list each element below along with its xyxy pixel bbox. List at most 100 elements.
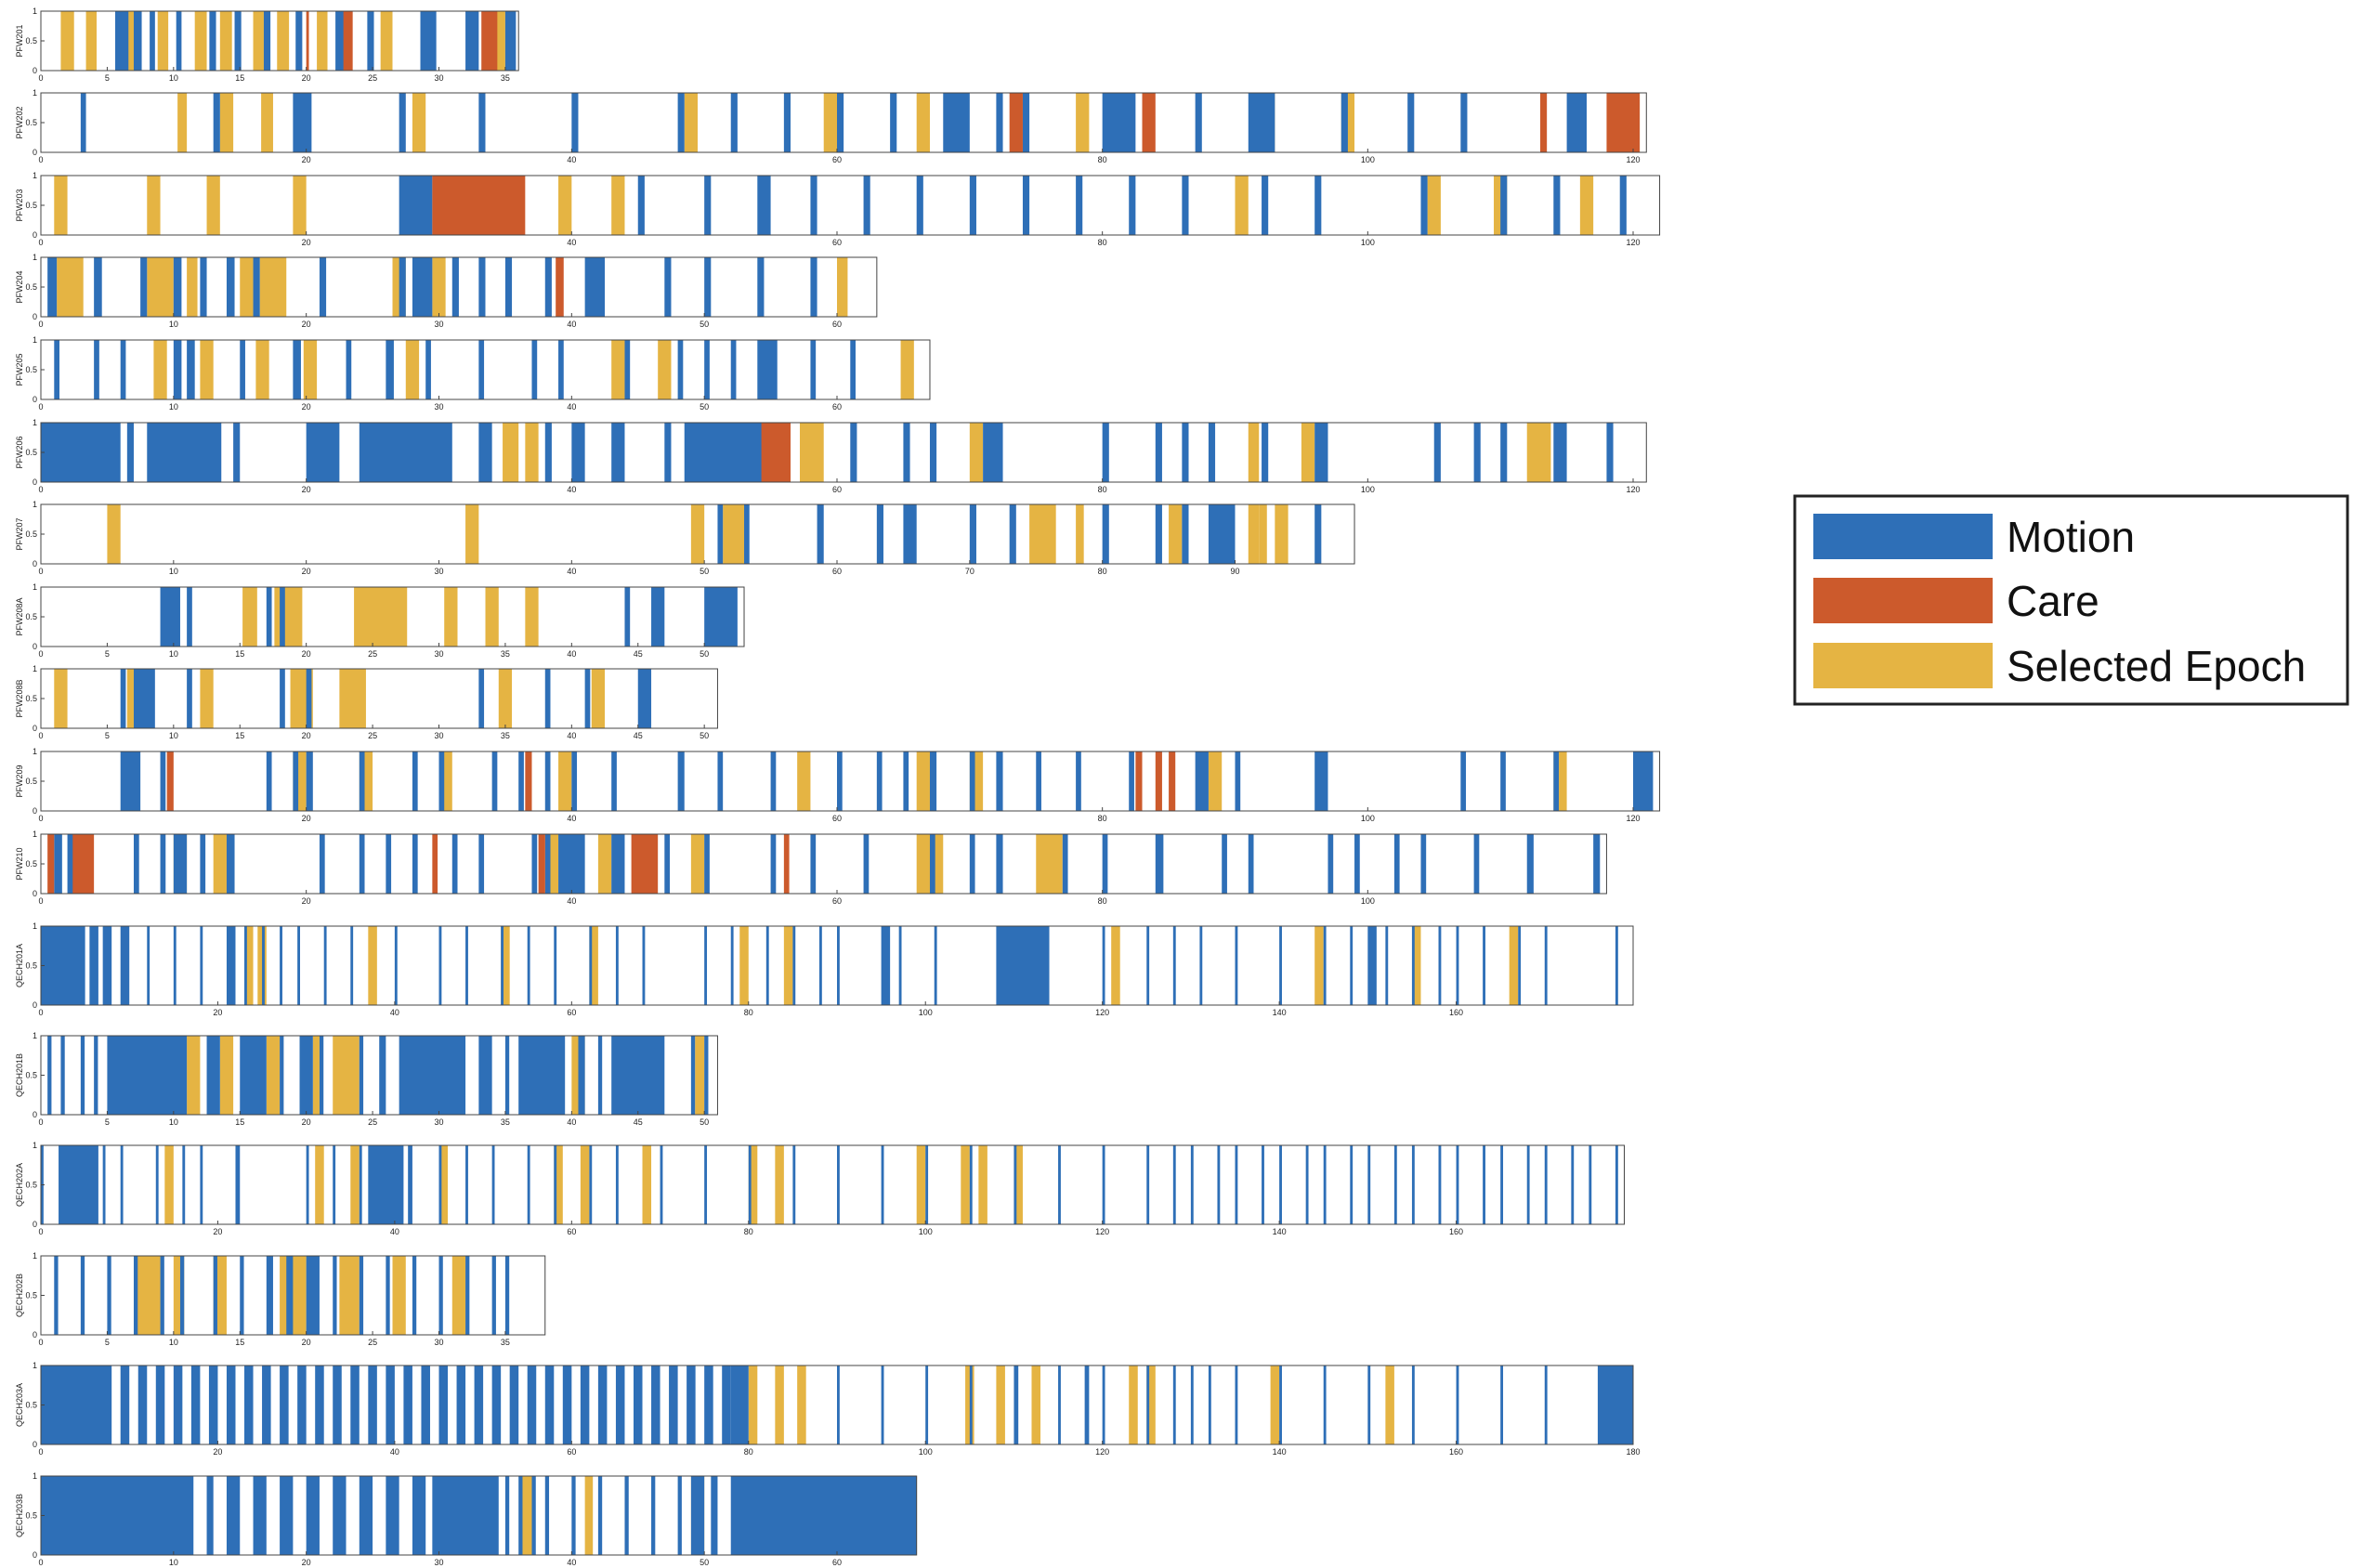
motion-bar (651, 1476, 656, 1555)
motion-bar (783, 93, 791, 152)
motion-bar (1553, 176, 1561, 235)
motion-bar (615, 1145, 619, 1224)
motion-bar (263, 11, 271, 71)
motion-bar (306, 1256, 320, 1335)
x-tick-label: 140 (1273, 1227, 1287, 1236)
x-tick-label: 40 (567, 814, 576, 823)
selected-bar (1169, 504, 1183, 564)
care-bar (538, 834, 545, 894)
motion-bar (160, 1256, 164, 1335)
motion-bar (155, 1365, 165, 1444)
x-tick-label: 120 (1626, 485, 1640, 494)
motion-bar (386, 340, 394, 399)
motion-bar (1172, 1145, 1176, 1224)
motion-bar (491, 751, 498, 811)
motion-bar (504, 257, 513, 317)
motion-bar (792, 926, 796, 1005)
motion-bar (478, 340, 485, 399)
motion-bar (1182, 504, 1189, 564)
x-tick-label: 120 (1095, 1008, 1109, 1017)
selected-bar (1248, 504, 1260, 564)
x-tick-label: 0 (38, 1558, 43, 1567)
care-bar (1135, 751, 1143, 811)
motion-bar (677, 340, 684, 399)
motion-bar (1102, 1365, 1105, 1444)
x-tick-label: 50 (700, 402, 709, 412)
motion-bar (244, 926, 247, 1005)
x-tick-label: 20 (302, 1338, 311, 1347)
motion-bar (1235, 1365, 1238, 1444)
motion-bar (491, 1256, 496, 1335)
motion-bar (478, 423, 492, 482)
motion-bar (983, 423, 1003, 482)
y-tick-label: 0 (33, 395, 37, 404)
motion-bar (379, 1036, 386, 1115)
motion-bar (386, 1365, 395, 1444)
legend-label-care: Care (2007, 577, 2099, 625)
x-tick-label: 60 (832, 155, 842, 164)
x-tick-label: 100 (1361, 896, 1375, 906)
motion-bar (969, 834, 975, 894)
motion-bar (226, 926, 236, 1005)
selected-bar (219, 1036, 234, 1115)
motion-bar (1279, 926, 1282, 1005)
care-bar (631, 834, 659, 894)
y-tick-label: 0.5 (25, 1181, 37, 1190)
y-tick-label: 0 (33, 148, 37, 157)
motion-bar (1323, 1365, 1327, 1444)
panel-label: QECH203A (15, 1383, 24, 1427)
motion-bar (1146, 1365, 1150, 1444)
selected-bar (1129, 1365, 1138, 1444)
legend-label-motion: Motion (2007, 513, 2135, 561)
selected-bar (293, 176, 307, 235)
x-tick-label: 120 (1095, 1447, 1109, 1457)
motion-bar (1129, 176, 1136, 235)
care-bar (556, 257, 564, 317)
motion-bar (451, 834, 458, 894)
motion-bar (1500, 423, 1508, 482)
panel-background (41, 751, 1660, 811)
panel-label: PFW206 (15, 436, 24, 468)
selected-bar (380, 11, 393, 71)
motion-bar (359, 1036, 364, 1115)
y-tick-label: 1 (33, 1471, 37, 1481)
y-tick-label: 0 (33, 724, 37, 733)
motion-bar (399, 1036, 466, 1115)
motion-bar (474, 1365, 484, 1444)
motion-bar (173, 340, 182, 399)
x-tick-label: 30 (434, 731, 443, 740)
selected-bar (333, 1036, 360, 1115)
motion-bar (1597, 1365, 1633, 1444)
x-tick-label: 0 (38, 1227, 43, 1236)
motion-bar (969, 1365, 973, 1444)
panel-label: PFW209 (15, 764, 24, 797)
motion-bar (1456, 926, 1459, 1005)
y-tick-label: 0.5 (25, 448, 37, 457)
y-tick-label: 1 (33, 1361, 37, 1370)
motion-bar (1323, 926, 1327, 1005)
selected-bar (280, 1256, 307, 1335)
motion-bar (478, 669, 485, 728)
motion-bar (1262, 176, 1269, 235)
motion-bar (280, 1036, 284, 1115)
motion-bar (748, 1145, 752, 1224)
motion-bar (187, 669, 192, 728)
x-tick-label: 35 (501, 1117, 510, 1127)
selected-bar (339, 1256, 360, 1335)
x-tick-label: 50 (700, 320, 709, 329)
motion-bar (1022, 93, 1030, 152)
motion-bar (147, 926, 150, 1005)
selected-bar (255, 340, 269, 399)
motion-bar (1350, 1145, 1354, 1224)
motion-bar (1420, 176, 1428, 235)
motion-bar (120, 751, 141, 811)
motion-bar (240, 1256, 244, 1335)
panel-pfw210: 0 0.5 1 0 20 40 60 80 100 PFW210 (15, 830, 1607, 906)
motion-bar (41, 423, 121, 482)
motion-bar (677, 1476, 682, 1555)
x-tick-label: 15 (235, 73, 244, 83)
motion-bar (637, 669, 652, 728)
y-tick-label: 0.5 (25, 201, 37, 210)
motion-bar (293, 93, 312, 152)
